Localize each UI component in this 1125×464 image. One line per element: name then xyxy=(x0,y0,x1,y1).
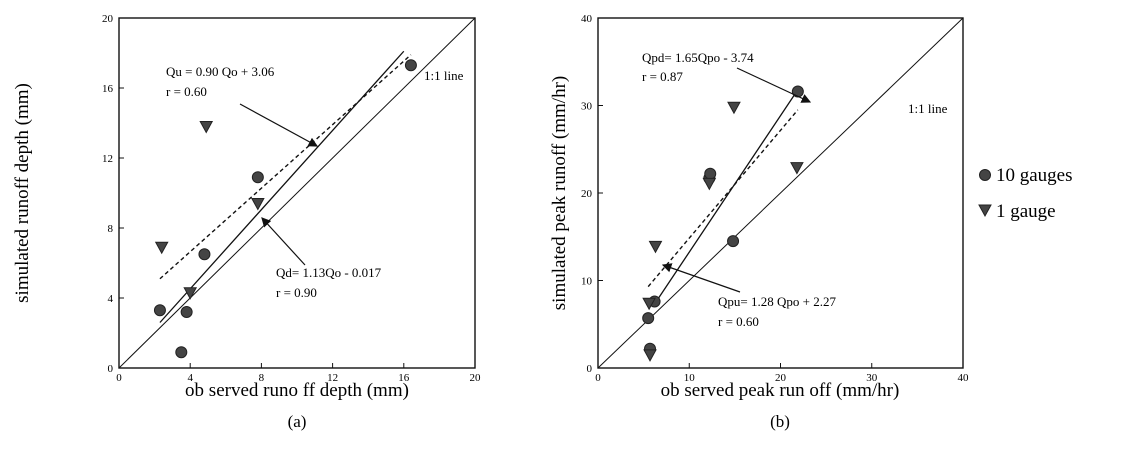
x-tick-label-b-2: 20 xyxy=(775,372,787,384)
point-b-circle-6 xyxy=(791,85,804,98)
plot-frame-a xyxy=(118,17,476,369)
fit-up-equation-a: Qu = 0.90 Qo + 3.06 xyxy=(166,64,275,79)
point-b-triangle-4 xyxy=(727,101,741,115)
y-tick-label-b-0: 0 xyxy=(587,363,593,375)
point-a-circle-3 xyxy=(198,248,211,261)
arrow-pd-b xyxy=(736,67,812,103)
lines-b xyxy=(597,17,964,369)
y-tick-label-a-2: 8 xyxy=(108,223,114,235)
x-axis-label-a: ob served runo ff depth (mm) xyxy=(185,380,409,401)
point-b-triangle-2 xyxy=(648,240,663,254)
x-axis-label-b: ob served peak run off (mm/hr) xyxy=(661,380,900,401)
legend-circle-marker xyxy=(979,169,991,181)
y-axis-label-b: simulated peak runoff (mm/hr) xyxy=(549,76,570,310)
point-b-circle-5 xyxy=(727,235,740,248)
x-tick-label-a-2: 8 xyxy=(259,372,265,384)
legend: 10 gauges 1 gauge xyxy=(978,165,1073,222)
point-a-circle-0 xyxy=(153,304,166,317)
y-tick-label-b-2: 20 xyxy=(581,188,593,200)
x-tick-label-b-1: 10 xyxy=(684,372,696,384)
point-b-triangle-0 xyxy=(642,297,656,311)
identity-line-b xyxy=(597,17,964,369)
identity-label-a: 1:1 line xyxy=(424,68,464,83)
x-tick-label-a-4: 16 xyxy=(398,372,410,384)
panel-b: 0 10 20 30 40 0 10 20 30 40 1:1 line Qpd= 1.65Qpo… xyxy=(549,13,969,431)
point-b-circle-4 xyxy=(704,167,717,180)
point-b-circle-0 xyxy=(642,312,655,325)
legend-label-10-gauges: 10 gauges xyxy=(996,165,1073,186)
identity-line-a xyxy=(118,17,476,369)
fit-down-r-a: r = 0.90 xyxy=(276,285,317,300)
x-tick-label-a-3: 12 xyxy=(327,372,338,384)
fit-line-a-1 xyxy=(159,50,405,323)
fit-line-b-1 xyxy=(647,109,799,288)
y-tick-label-a-4: 16 xyxy=(102,83,114,95)
y-tick-label-a-5: 20 xyxy=(102,13,114,25)
arrow-down-a xyxy=(261,217,306,266)
y-tick-label-b-4: 40 xyxy=(581,13,593,25)
y-tick-label-a-0: 0 xyxy=(108,363,114,375)
y-tick-label-b-3: 30 xyxy=(581,101,593,113)
subcaption-b: (b) xyxy=(770,412,790,431)
point-b-triangle-1 xyxy=(643,349,657,362)
fit-up-r-a: r = 0.60 xyxy=(166,84,207,99)
x-tick-label-a-5: 20 xyxy=(470,372,482,384)
ticks-a: 0 4 8 12 16 20 0 4 8 12 16 20 xyxy=(102,13,481,384)
fit-line-b-0 xyxy=(652,89,799,308)
subcaption-a: (a) xyxy=(288,412,307,431)
fit-pd-r-b: r = 0.87 xyxy=(642,69,683,84)
x-tick-label-b-3: 30 xyxy=(866,372,878,384)
points-a xyxy=(153,59,417,359)
legend-triangle-marker xyxy=(978,204,992,218)
fit-pu-r-b: r = 0.60 xyxy=(718,314,759,329)
panel-a: 0 4 8 12 16 20 0 4 8 12 16 20 1:1 line Qu = 0.90 Qo… xyxy=(12,13,481,431)
point-a-circle-1 xyxy=(180,306,193,318)
point-a-triangle-1 xyxy=(183,287,198,300)
point-a-triangle-3 xyxy=(250,198,265,211)
point-b-triangle-3 xyxy=(702,177,717,191)
ticks-b: 0 10 20 30 40 0 10 20 30 40 xyxy=(581,13,969,384)
x-tick-label-a-1: 4 xyxy=(187,372,193,384)
x-tick-label-a-0: 0 xyxy=(116,372,122,384)
point-b-triangle-5 xyxy=(790,162,804,175)
y-tick-label-b-1: 10 xyxy=(581,276,593,288)
arrow-up-a xyxy=(239,103,319,147)
fit-down-equation-a: Qd= 1.13Qo - 0.017 xyxy=(276,265,382,280)
fit-pd-equation-b: Qpd= 1.65Qpo - 3.74 xyxy=(642,50,754,65)
point-a-circle-2 xyxy=(175,346,188,359)
lines-a xyxy=(118,17,476,369)
fit-line-a-0 xyxy=(159,54,412,280)
points-b xyxy=(642,85,804,362)
y-axis-label-a: simulated runoff depth (mm) xyxy=(12,83,33,303)
point-a-circle-4 xyxy=(251,171,264,184)
arrow-pu-b xyxy=(661,263,741,293)
legend-label-1-gauge: 1 gauge xyxy=(996,201,1056,222)
point-a-triangle-2 xyxy=(199,121,214,134)
point-a-triangle-0 xyxy=(154,241,169,255)
identity-label-b: 1:1 line xyxy=(908,101,948,116)
x-tick-label-b-0: 0 xyxy=(595,372,601,384)
fit-pu-equation-b: Qpu= 1.28 Qpo + 2.27 xyxy=(718,294,836,309)
x-tick-label-b-4: 40 xyxy=(958,372,970,384)
point-a-circle-5 xyxy=(404,59,417,72)
y-tick-label-a-3: 12 xyxy=(102,153,113,165)
y-tick-label-a-1: 4 xyxy=(108,293,114,305)
